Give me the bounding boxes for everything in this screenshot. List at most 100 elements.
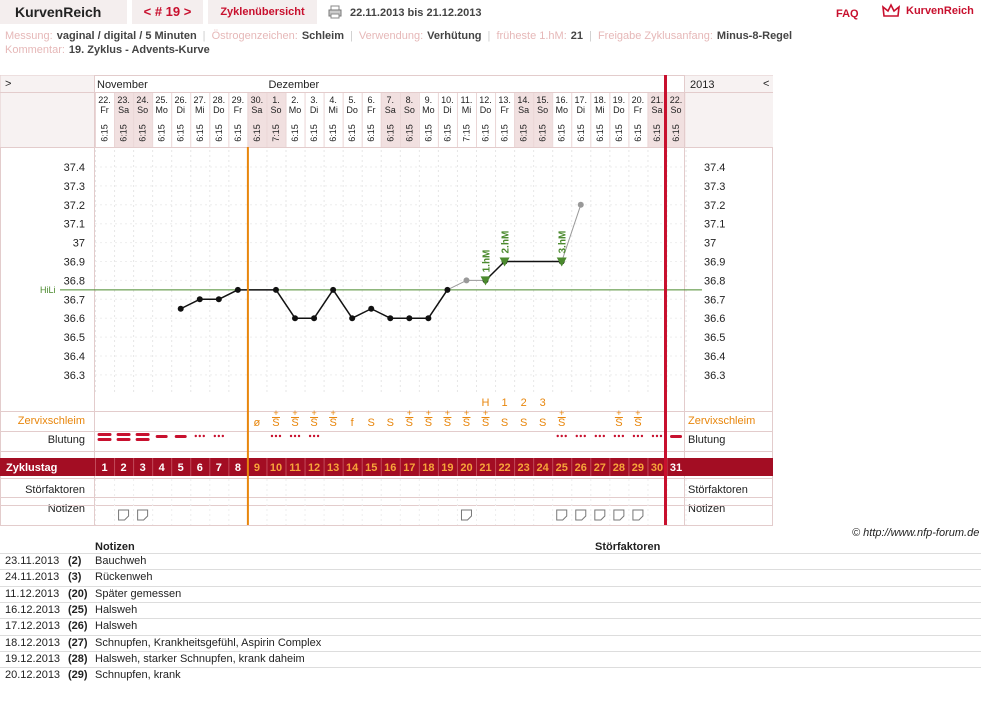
bleeding-mark <box>670 435 683 438</box>
day-weekday: So <box>404 105 415 115</box>
cycle-day-number: 17 <box>403 462 415 474</box>
day-weekday: Sa <box>251 105 262 115</box>
note-date: 11.12.2013 <box>5 587 60 600</box>
mucus-plus: + <box>273 408 278 418</box>
measure-time: 7:15 <box>271 124 281 142</box>
y-tick-right: 37.2 <box>704 200 725 212</box>
measure-time: 6:15 <box>404 124 414 142</box>
faq-link[interactable]: FAQ <box>836 8 859 20</box>
measure-time: 6:15 <box>157 124 167 142</box>
printer-icon[interactable] <box>328 5 342 19</box>
day-date: 30. <box>251 95 264 105</box>
day-date: 18. <box>594 95 607 105</box>
day-weekday: Fr <box>367 105 376 115</box>
cycle-day-number: 30 <box>651 462 663 474</box>
temperature-point <box>272 286 279 293</box>
y-tick-right: 37.4 <box>704 162 725 174</box>
mucus-plus: + <box>330 408 335 418</box>
info-line-1: Messung: vaginal / digital / 5 Minuten | Ö… <box>5 30 793 42</box>
cycle-day-number: 23 <box>518 462 530 474</box>
mucus-mark: S <box>329 417 336 429</box>
mucus-plus: + <box>426 408 431 418</box>
bleeding-dot <box>213 434 217 438</box>
cycle-day-number: 27 <box>594 462 606 474</box>
y-tick-right: 36.5 <box>704 332 725 344</box>
cycle-chart: > <November Dezember 201322.Fr6:1523.Sa6:15… <box>0 75 773 526</box>
note-text: Rückenweh <box>95 571 153 584</box>
bleeding-mark <box>116 433 131 436</box>
info-line-2: Kommentar: 19. Zyklus - Advents-Kurve <box>5 44 213 56</box>
cycle-day-number: 19 <box>441 462 453 474</box>
temperature-segment <box>313 289 334 319</box>
bleeding-dot <box>636 434 640 438</box>
note-text: Halsweh <box>95 603 138 616</box>
peak-day-label: H <box>482 397 490 409</box>
y-tick-left: 37.4 <box>64 162 85 174</box>
temperature-point <box>577 201 584 208</box>
messung-label: Messung: <box>5 30 53 42</box>
measure-time: 6:15 <box>500 124 510 142</box>
note-icon <box>632 509 644 521</box>
day-date: 5. <box>348 95 356 105</box>
freigabe-label: Freigabe Zyklusanfang: <box>597 30 713 42</box>
day-date: 29. <box>232 95 245 105</box>
note-cycle-day: (2) <box>68 555 82 567</box>
note-date: 17.12.2013 <box>5 620 61 633</box>
cycle-day-band <box>0 458 773 476</box>
temperature-segment <box>275 289 296 319</box>
measure-time: 6:15 <box>138 124 148 142</box>
day-weekday: Sa <box>385 105 396 115</box>
day-weekday: Mo <box>422 105 435 115</box>
day-date: 3. <box>310 95 318 105</box>
chart-frame <box>0 75 773 526</box>
note-cycle-day: (29) <box>68 669 88 682</box>
cycle-day-number: 24 <box>537 462 550 474</box>
copyright: © http://www.nfp-forum.de <box>852 527 980 539</box>
note-text: Schnupfen, krank <box>95 669 181 682</box>
day-date: 8. <box>406 95 414 105</box>
measure-time: 6:15 <box>481 124 491 142</box>
bleeding-dot <box>579 434 582 438</box>
measure-time: 6:15 <box>214 124 224 142</box>
day-date: 16. <box>555 95 568 105</box>
note-date: 19.12.2013 <box>5 652 61 665</box>
mucus-plus: + <box>464 408 469 418</box>
high-measurement-marker <box>499 257 510 267</box>
brand-title[interactable]: KurvenReich <box>0 0 128 24</box>
mucus-mark: S <box>558 417 565 429</box>
day-date: 1. <box>272 95 280 105</box>
weekend-shade <box>533 93 553 148</box>
note-row: 11.12.2013 (20) Später gemessen <box>0 585 981 602</box>
temperature-point <box>406 315 413 322</box>
mucus-plus: + <box>445 408 450 418</box>
y-tick-right: 37.3 <box>704 181 725 193</box>
y-tick-left: 37.1 <box>64 219 85 231</box>
weekend-shade <box>666 93 686 148</box>
bleeding-mark <box>116 438 131 441</box>
day-weekday: Sa <box>651 105 662 115</box>
cycle-day-number: 21 <box>479 462 491 474</box>
cycle-overview-link[interactable]: Zyklenübersicht <box>208 0 318 24</box>
bleeding-dot <box>312 434 316 438</box>
temperature-segment <box>351 308 372 319</box>
day-date: 21. <box>651 95 664 105</box>
disturbances-row-label-right: Störfaktoren <box>688 484 748 496</box>
day-weekday: So <box>537 105 548 115</box>
mucus-mark: S <box>291 417 298 429</box>
bleeding-dot <box>217 434 221 438</box>
notes-row-label: Notizen <box>48 503 85 515</box>
note-date: 20.12.2013 <box>5 669 61 682</box>
y-tick-left: 36.6 <box>64 313 85 325</box>
temperature-point <box>387 315 394 322</box>
bleeding-dot <box>198 434 201 438</box>
logo-text[interactable]: KurvenReich <box>906 5 974 17</box>
bleeding-dot <box>651 434 655 438</box>
note-cycle-day: (27) <box>68 636 88 649</box>
temperature-point <box>196 296 203 303</box>
weekend-shade <box>266 93 286 148</box>
cycle-day-number: 22 <box>498 462 510 474</box>
verwendung-label: Verwendung: <box>358 30 424 42</box>
cycle-number-nav[interactable]: < # 19 > <box>132 0 204 24</box>
bleeding-dot <box>621 434 625 438</box>
measure-time: 6:15 <box>119 124 129 142</box>
